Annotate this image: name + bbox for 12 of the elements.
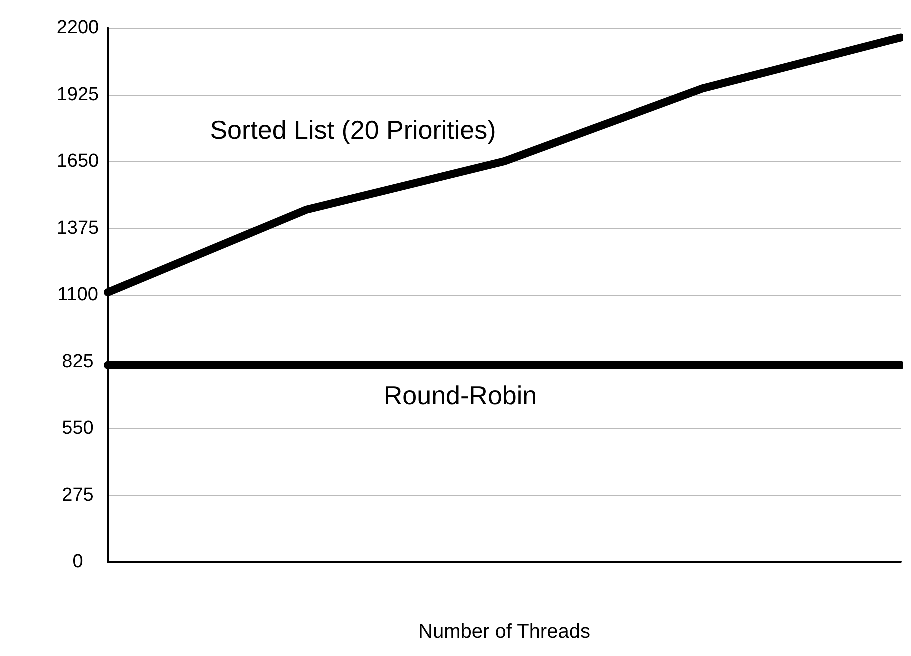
y-tick-label: 550: [62, 418, 94, 439]
y-tick-label: 275: [62, 484, 94, 506]
series-label: Sorted List (20 Priorities): [210, 115, 496, 146]
x-axis-title: Number of Threads: [418, 621, 590, 643]
y-tick-label: 1100: [58, 284, 98, 306]
series-label: Round-Robin: [384, 380, 538, 410]
y-tick-label: 1375: [56, 218, 100, 239]
y-tick-label: 0: [72, 552, 84, 572]
y-tick-label: 825: [62, 351, 94, 372]
y-tick-label: 2200: [56, 18, 100, 38]
y-tick-label: 1650: [56, 151, 100, 172]
y-tick-label: 1925: [56, 84, 100, 106]
